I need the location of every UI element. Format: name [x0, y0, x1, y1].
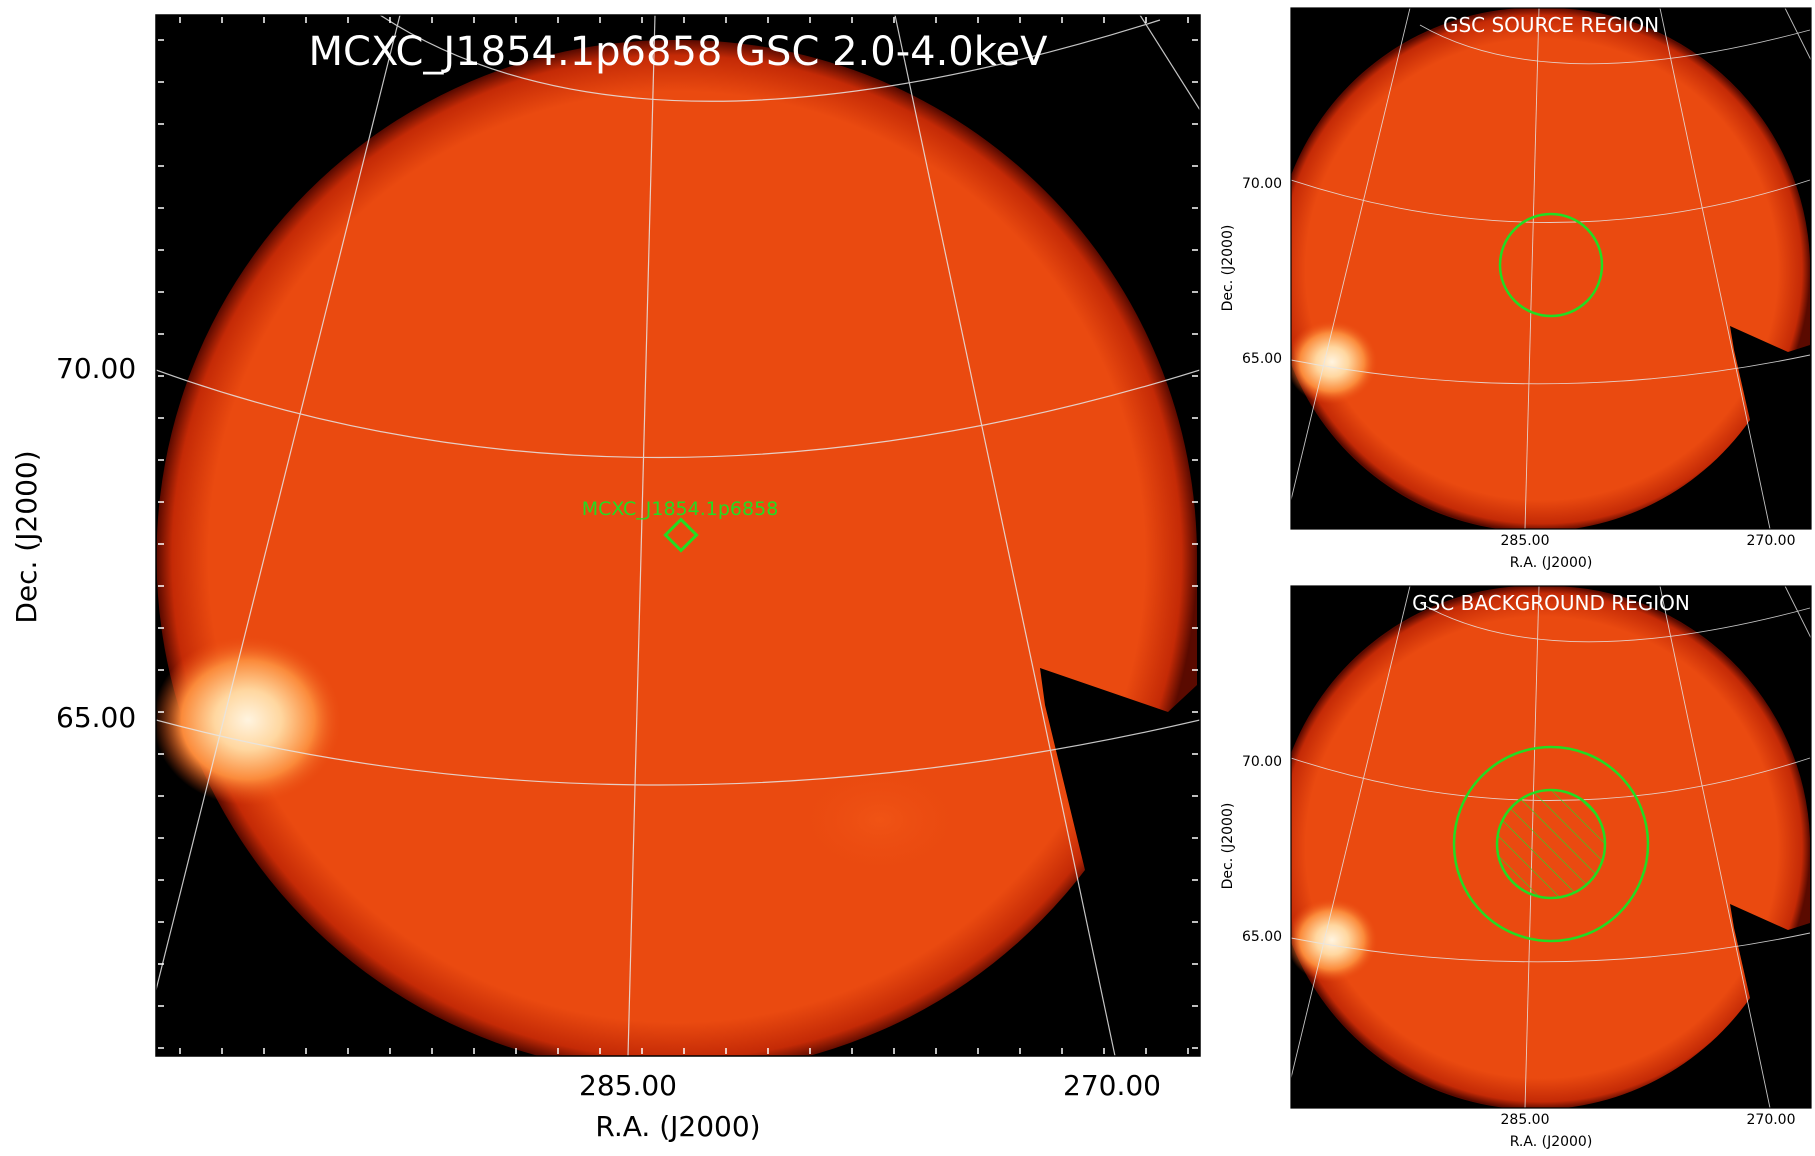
y-axis-label: Dec. (J2000): [1220, 224, 1236, 312]
xtick-label: 285.00: [579, 1069, 677, 1102]
ytick-label: 70.00: [56, 352, 137, 385]
source-region-panel: GSC SOURCE REGION 70.00 65.00 285.00 270…: [1220, 0, 1815, 578]
coordinate-grid: [1291, 586, 1811, 1108]
xtick-label: 285.00: [1500, 533, 1550, 549]
xtick-label: 270.00: [1063, 1069, 1161, 1102]
x-axis-label: R.A. (J2000): [1509, 555, 1593, 571]
panel-title: GSC BACKGROUND REGION: [1412, 591, 1690, 615]
panel-title: GSC SOURCE REGION: [1442, 13, 1660, 37]
background-outer-circle: [1452, 745, 1650, 943]
tick-marks: [158, 17, 1198, 1054]
source-label: MCXC_J1854.1p6858: [581, 498, 779, 520]
main-image: [155, 14, 1201, 1057]
field-of-view: [156, 39, 1198, 1056]
main-title: MCXC_J1854.1p6858 GSC 2.0-4.0keV: [308, 29, 1048, 75]
xtick-label: 270.00: [1746, 533, 1796, 549]
field-of-view: [1291, 8, 1810, 529]
coordinate-grid: [156, 15, 1200, 1056]
background-region-image: [1290, 585, 1812, 1109]
ytick-label: 70.00: [1242, 176, 1283, 192]
excluded-hatch: [1497, 790, 1605, 898]
source-region-image: [1290, 7, 1812, 530]
axes-frame: [155, 14, 1201, 1057]
source-diamond-marker: [663, 517, 699, 553]
ytick-label: 65.00: [1242, 351, 1283, 367]
faint-source-blob: [790, 760, 970, 880]
y-axis-label: Dec. (J2000): [1220, 802, 1236, 890]
xtick-label: 270.00: [1746, 1112, 1796, 1128]
y-axis-label: Dec. (J2000): [10, 450, 43, 624]
xtick-label: 285.00: [1500, 1112, 1550, 1128]
bright-source-blob: [156, 635, 343, 805]
source-region-circle: [1498, 212, 1604, 318]
x-axis-label: R.A. (J2000): [595, 1110, 761, 1143]
ytick-label: 65.00: [1242, 929, 1283, 945]
coordinate-grid: [1291, 8, 1811, 529]
main-panel: MCXC_J1854.1p6858 GSC 2.0-4.0keV MCXC_J1…: [10, 14, 1201, 1143]
background-inner-circle: [1495, 788, 1607, 900]
bright-source-blob: [1291, 320, 1378, 404]
ytick-label: 70.00: [1242, 754, 1283, 770]
bright-source-blob: [1291, 898, 1378, 982]
ytick-label: 65.00: [56, 701, 137, 734]
x-axis-label: R.A. (J2000): [1509, 1134, 1593, 1150]
background-region-panel: GSC BACKGROUND REGION 70.00 65.00 285.00…: [1220, 578, 1815, 1156]
